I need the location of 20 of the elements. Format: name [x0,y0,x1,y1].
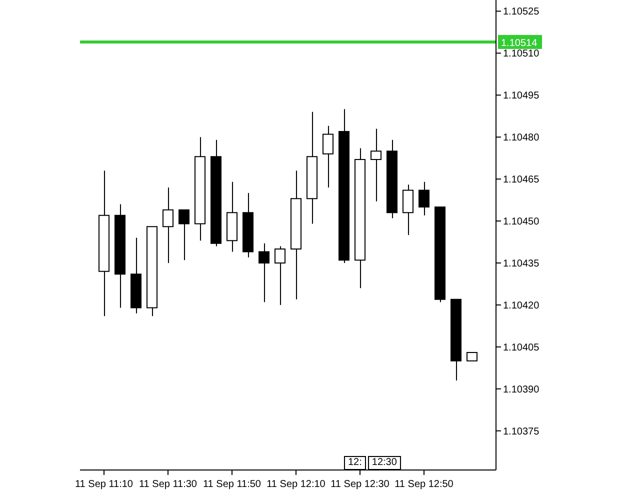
y-tick-label: 1.10510 [503,48,540,60]
y-tick-label: 1.10465 [503,174,540,186]
y-tick-label: 1.10480 [503,132,540,144]
annotation: 12: [344,456,366,470]
y-tick-label: 1.10435 [503,258,540,270]
y-tick-label: 1.10390 [503,384,540,396]
x-tick-label: 11 Sep 12:10 [266,479,326,490]
ref-line-label: 1.10514 [501,38,538,49]
x-tick-label: 11 Sep 12:50 [394,479,454,490]
annotation: 12:30 [368,456,401,470]
x-tick-label: 11 Sep 11:50 [202,479,262,490]
x-tick-label: 11 Sep 12:30 [330,479,390,490]
x-tick-label: 11 Sep 11:30 [138,479,198,490]
y-tick-label: 1.10375 [503,426,540,438]
y-tick-label: 1.10450 [503,216,540,228]
y-tick-label: 1.10420 [503,300,540,312]
y-tick-label: 1.10495 [503,90,540,102]
y-tick-label: 1.10525 [503,6,540,18]
y-tick-label: 1.10405 [503,342,540,354]
x-tick-label: 11 Sep 11:10 [74,479,134,490]
